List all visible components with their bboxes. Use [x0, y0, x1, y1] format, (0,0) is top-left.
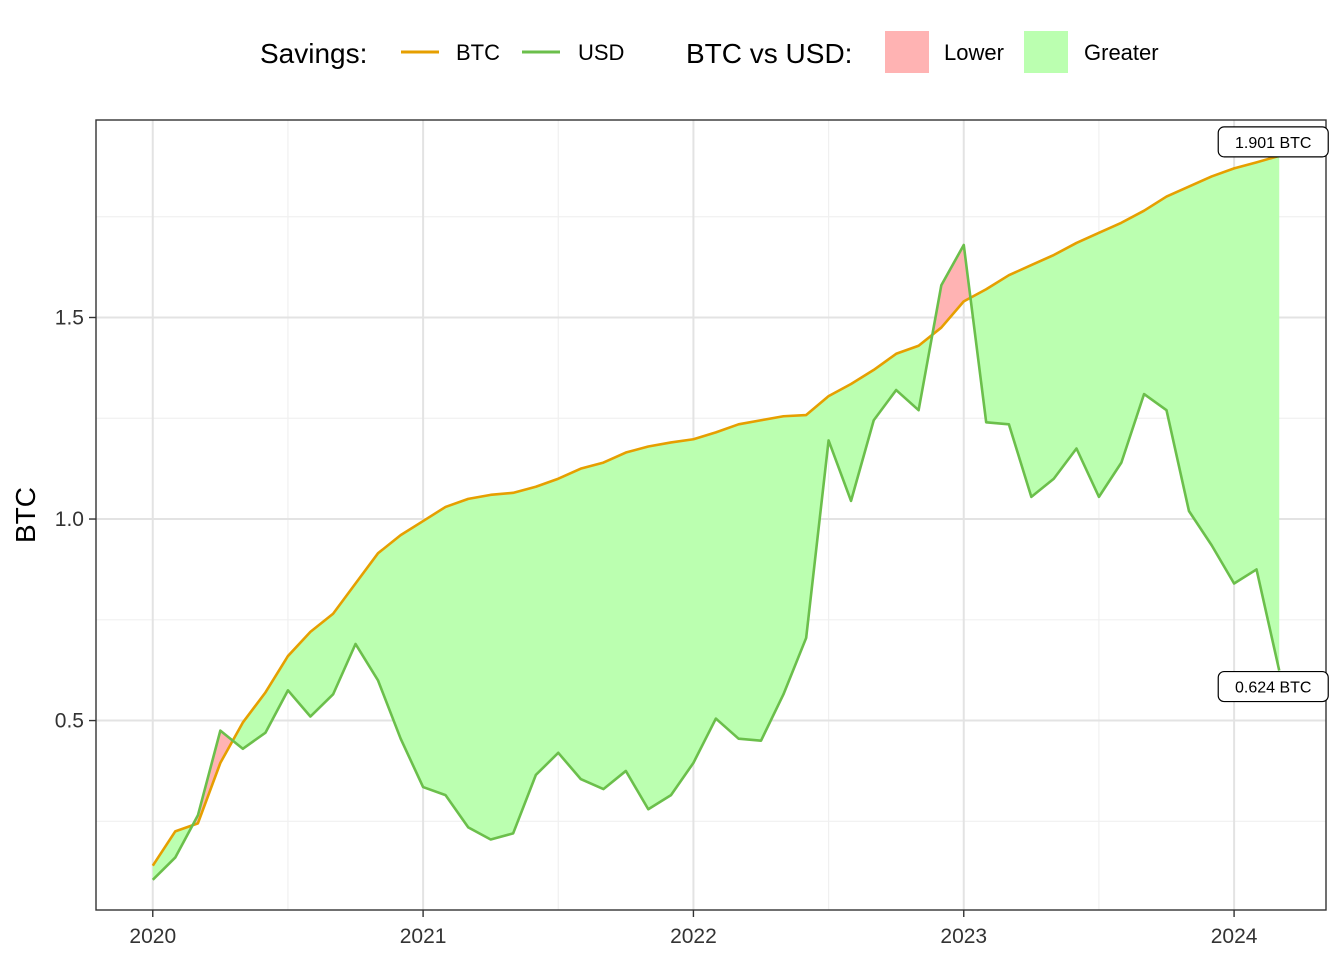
x-tick-label: 2022 [670, 925, 717, 948]
x-tick-label: 2023 [940, 925, 987, 948]
legend-usd-label: USD [578, 40, 624, 65]
legend: Savings: BTC USD BTC vs USD: Lower Great… [260, 31, 1159, 73]
btc-series-line [151, 154, 1280, 867]
x-axis: 2020 2021 2022 2023 2024 [129, 910, 1258, 948]
fill-greater [970, 155, 1280, 671]
legend-greater-key [1024, 31, 1068, 73]
x-tick-label: 2021 [400, 925, 447, 948]
legend-compare-title: BTC vs USD: [686, 38, 852, 69]
y-tick-label: 0.5 [55, 710, 84, 733]
btc-end-label: 1.901 BTC [1235, 135, 1311, 152]
fill-greater [152, 825, 193, 880]
y-axis: 0.5 1.0 1.5 [55, 307, 96, 733]
annotation-box [1217, 670, 1329, 703]
usd-series-line [151, 243, 1281, 881]
legend-btc-label: BTC [456, 40, 500, 65]
fill-greater [232, 334, 933, 840]
legend-greater-label: Greater [1084, 40, 1159, 65]
y-axis-title: BTC [10, 487, 41, 543]
annotations: 1.901 BTC 0.624 BTC [1217, 126, 1329, 703]
legend-lower-label: Lower [944, 40, 1004, 65]
legend-lower-key [885, 31, 929, 73]
legend-savings-title: Savings: [260, 38, 367, 69]
annotation-box [1217, 126, 1329, 158]
series-lines [151, 154, 1281, 881]
y-tick-label: 1.5 [55, 307, 84, 330]
x-tick-label: 2020 [129, 925, 176, 948]
usd-end-label: 0.624 BTC [1235, 680, 1311, 697]
fill-lower [932, 244, 971, 335]
y-tick-label: 1.0 [55, 508, 84, 531]
x-tick-label: 2024 [1211, 925, 1258, 948]
plot-border [95, 119, 1327, 911]
